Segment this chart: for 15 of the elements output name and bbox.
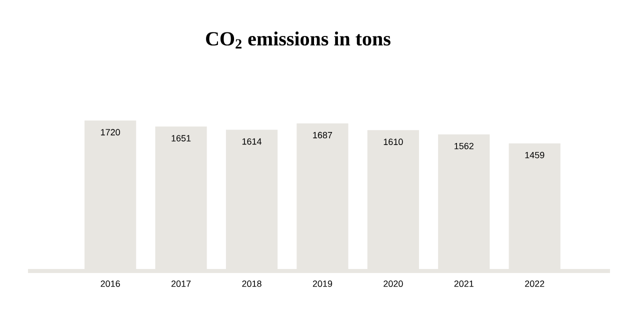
- x-tick-label: 2017: [171, 280, 191, 287]
- chart-title: CO$_{2}$ emissions in tons: [206, 31, 390, 48]
- data-label: 1610: [384, 138, 403, 146]
- data-label: 1614: [242, 138, 262, 145]
- x-tick-label: 2022: [525, 280, 544, 287]
- x-tick-label: 2018: [242, 280, 262, 287]
- data-label: 1651: [172, 135, 191, 142]
- x-tick-label: 2016: [100, 280, 120, 287]
- data-label: 1687: [313, 132, 332, 138]
- data-label: 1562: [454, 142, 474, 150]
- data-label: 1720: [101, 129, 120, 136]
- x-tick-label: 2021: [454, 280, 474, 287]
- data-label: 1459: [525, 152, 544, 158]
- x-tick-label: 2019: [312, 280, 332, 287]
- x-tick-label: 2020: [384, 280, 403, 287]
